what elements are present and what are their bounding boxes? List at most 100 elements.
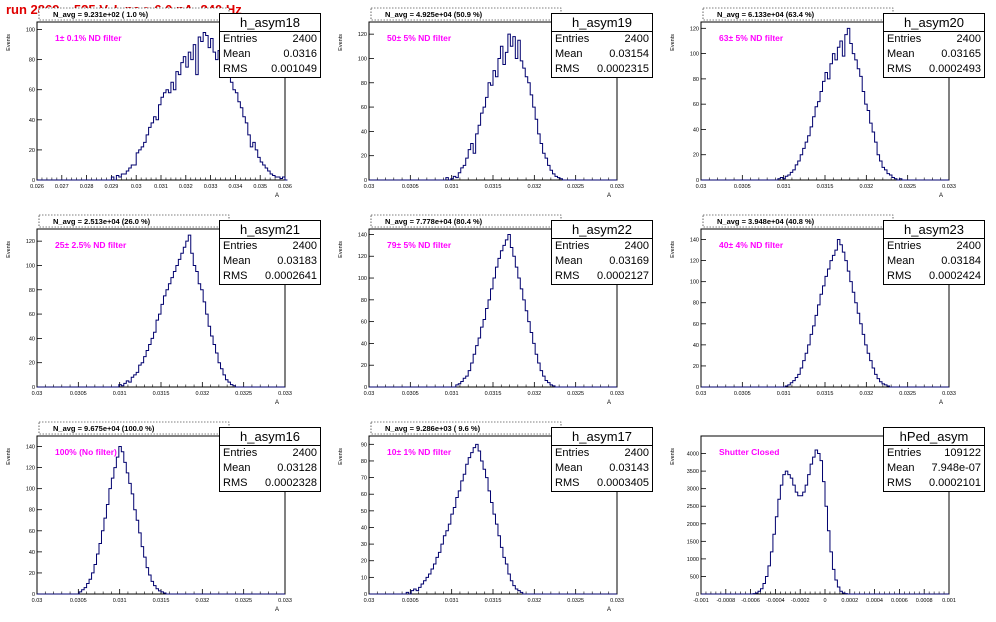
x-tick-label: 0.03 — [696, 391, 707, 397]
stats-entries-label: Entries — [555, 33, 590, 45]
stats-entries-row: Entries 2400 — [220, 239, 320, 254]
stats-entries-value: 2400 — [624, 240, 649, 252]
x-tick-label: 0.0305 — [70, 391, 87, 397]
stats-rms-row: RMS 0.0002315 — [552, 62, 652, 77]
y-tick-label: 40 — [361, 341, 367, 347]
stats-mean-value: 0.03183 — [277, 255, 317, 267]
x-axis-title: A — [607, 400, 611, 406]
x-tick-label: 0.033 — [610, 184, 624, 190]
x-tick-label: 0.033 — [278, 598, 292, 604]
x-tick-label: 0.032 — [195, 391, 209, 397]
histogram-series — [369, 33, 617, 181]
x-tick-label: 0.026 — [30, 184, 44, 190]
stats-rms-label: RMS — [223, 63, 248, 75]
x-tick-label: 0.0305 — [734, 184, 751, 190]
y-tick-label: 10 — [361, 575, 367, 581]
y-tick-label: 120 — [690, 259, 699, 265]
histogram-pad: 0.03 0.0305 0.031 0.0315 0.032 0.0325 0.033 0 20… — [664, 0, 996, 207]
navg-label: N_avg = 9.675e+04 (100.0 %) — [53, 424, 155, 433]
stats-rms-row: RMS 0.0002101 — [884, 476, 984, 491]
y-tick-label: 60 — [693, 102, 699, 108]
y-tick-label: 30 — [361, 542, 367, 548]
x-tick-label: 0.03 — [364, 391, 375, 397]
stats-entries-row: Entries 2400 — [884, 32, 984, 47]
y-tick-label: 100 — [26, 263, 35, 269]
x-tick-label: 0.03 — [696, 184, 707, 190]
y-tick-label: 80 — [361, 459, 367, 465]
stats-rms-label: RMS — [555, 270, 580, 282]
x-tick-label: 0.0004 — [866, 598, 883, 604]
histogram-pad: 0.03 0.0305 0.031 0.0315 0.032 0.0325 0.033 0 20… — [664, 207, 996, 414]
y-tick-label: 100 — [690, 52, 699, 58]
stats-entries-row: Entries 2400 — [552, 32, 652, 47]
stats-entries-row: Entries 2400 — [552, 239, 652, 254]
x-tick-label: 0.031 — [777, 184, 791, 190]
stats-rms-label: RMS — [223, 270, 248, 282]
x-tick-label: 0.0006 — [891, 598, 908, 604]
stats-mean-label: Mean — [223, 462, 251, 474]
stats-entries-value: 2400 — [956, 33, 981, 45]
stats-entries-row: Entries 2400 — [552, 446, 652, 461]
x-tick-label: -0.0004 — [766, 598, 785, 604]
x-tick-label: 0.032 — [527, 184, 541, 190]
stats-entries-value: 2400 — [624, 33, 649, 45]
navg-label: N_avg = 7.778e+04 (80.4 %) — [385, 217, 483, 226]
navg-label: N_avg = 9.231e+02 ( 1.0 %) — [53, 10, 149, 19]
y-axis-title: Events — [6, 448, 12, 465]
x-tick-label: 0.0315 — [485, 391, 502, 397]
x-tick-label: 0.032 — [859, 391, 873, 397]
x-tick-label: 0.03 — [364, 184, 375, 190]
x-tick-label: 0.033 — [610, 598, 624, 604]
stats-mean-label: Mean — [555, 48, 583, 60]
x-axis-title: A — [275, 607, 279, 613]
x-tick-label: 0.0315 — [817, 184, 834, 190]
stats-entries-label: Entries — [223, 33, 258, 45]
y-axis-title: Events — [338, 241, 344, 258]
stats-mean-value: 0.0316 — [283, 48, 317, 60]
stats-mean-row: Mean 0.03183 — [220, 254, 320, 269]
x-tick-label: 0.036 — [278, 184, 292, 190]
y-tick-label: 70 — [361, 476, 367, 482]
stats-mean-value: 0.03128 — [277, 462, 317, 474]
y-tick-label: 60 — [361, 320, 367, 326]
y-tick-label: 20 — [29, 361, 35, 367]
x-tick-label: -0.0008 — [716, 598, 735, 604]
stats-entries-row: Entries 2400 — [884, 239, 984, 254]
y-axis-title: Events — [670, 34, 676, 51]
x-tick-label: 0.031 — [445, 598, 459, 604]
histogram-pad: 0.03 0.0305 0.031 0.0315 0.032 0.0325 0.033 0 20… — [0, 414, 332, 621]
x-tick-label: 0.033 — [204, 184, 218, 190]
x-tick-label: 0.03 — [131, 184, 142, 190]
stats-mean-row: Mean 0.03169 — [552, 254, 652, 269]
x-axis-title: A — [607, 607, 611, 613]
y-axis-title: Events — [338, 448, 344, 465]
x-tick-label: 0.031 — [777, 391, 791, 397]
x-tick-label: 0.0008 — [916, 598, 933, 604]
y-tick-label: 20 — [693, 364, 699, 370]
x-tick-label: 0.0325 — [899, 184, 916, 190]
y-tick-label: 20 — [361, 363, 367, 369]
y-tick-label: 0 — [364, 178, 367, 184]
histogram-name: h_asym16 — [220, 428, 320, 446]
x-axis-title: A — [607, 193, 611, 199]
stats-rms-value: 0.0002101 — [929, 477, 981, 489]
x-tick-label: 0.0315 — [153, 391, 170, 397]
x-tick-label: 0.034 — [229, 184, 243, 190]
x-tick-label: -0.0002 — [791, 598, 810, 604]
y-tick-label: 2500 — [687, 504, 699, 510]
x-tick-label: -0.0006 — [741, 598, 760, 604]
y-tick-label: 40 — [693, 127, 699, 133]
stats-rms-row: RMS 0.0002641 — [220, 269, 320, 284]
histogram-plot: 0.026 0.027 0.028 0.029 0.03 0.031 0.032 0.033 0… — [6, 7, 292, 199]
stats-mean-label: Mean — [887, 462, 915, 474]
x-tick-label: 0.0325 — [567, 184, 584, 190]
histogram-plot: 0.03 0.0305 0.031 0.0315 0.032 0.0325 0.033 0 20… — [670, 214, 956, 406]
x-tick-label: 0.03 — [364, 598, 375, 604]
stats-entries-label: Entries — [223, 240, 258, 252]
x-tick-label: 0.0325 — [235, 391, 252, 397]
stats-rms-row: RMS 0.0002328 — [220, 476, 320, 491]
y-tick-label: 80 — [361, 298, 367, 304]
y-axis-title: Events — [670, 241, 676, 258]
y-tick-label: 100 — [358, 276, 367, 282]
x-tick-label: 0.028 — [80, 184, 94, 190]
